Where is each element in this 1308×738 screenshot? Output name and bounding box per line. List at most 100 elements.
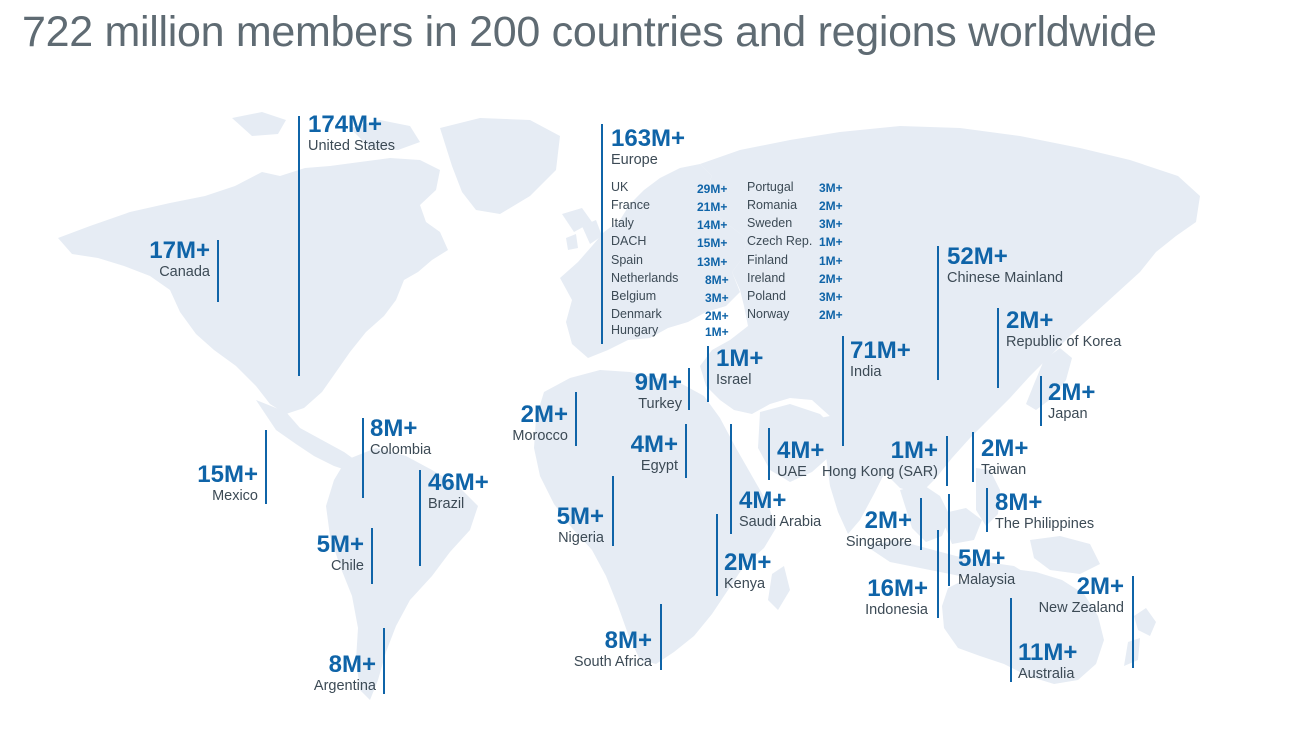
region-new-zealand: 2M+ New Zealand bbox=[1014, 574, 1124, 617]
region-value: 5M+ bbox=[958, 545, 1006, 572]
page-title: 722 million members in 200 countries and… bbox=[22, 8, 1157, 56]
europe-country: Netherlands bbox=[611, 271, 679, 285]
region-value: 17M+ bbox=[149, 237, 210, 264]
line-chile bbox=[371, 528, 373, 584]
region-name: Nigeria bbox=[558, 530, 604, 546]
land-asia bbox=[700, 126, 1200, 534]
line-malaysia bbox=[948, 494, 950, 586]
line-india bbox=[842, 336, 844, 446]
europe-country: Denmark bbox=[611, 307, 662, 321]
region-value: 8M+ bbox=[604, 627, 652, 654]
europe-country: Hungary bbox=[611, 323, 659, 337]
region-australia: 11M+ Australia bbox=[1018, 640, 1077, 683]
line-israel bbox=[707, 346, 709, 402]
region-saudi-arabia: 4M+ Saudi Arabia bbox=[739, 488, 821, 531]
region-name: Mexico bbox=[212, 488, 258, 504]
europe-country: Portugal bbox=[747, 180, 794, 194]
line-saudi-arabia bbox=[730, 424, 732, 534]
europe-value: 21M+ bbox=[697, 200, 728, 214]
line-europe bbox=[601, 124, 603, 344]
europe-country: Spain bbox=[611, 253, 643, 267]
region-value: 9M+ bbox=[634, 369, 682, 396]
region-value: 4M+ bbox=[777, 437, 825, 464]
line-mexico bbox=[265, 430, 267, 504]
region-name: Colombia bbox=[370, 442, 432, 458]
region-name: Chinese Mainland bbox=[947, 270, 1064, 286]
region-name: Canada bbox=[159, 264, 210, 280]
europe-value: 8M+ bbox=[705, 273, 729, 287]
line-new-zealand bbox=[1132, 576, 1134, 668]
region-name: New Zealand bbox=[1038, 600, 1124, 616]
region-mexico: 15M+ Mexico bbox=[160, 462, 258, 505]
europe-value: 29M+ bbox=[697, 182, 728, 196]
region-chinese-mainland: 52M+ Chinese Mainland bbox=[947, 244, 1063, 287]
region-argentina: 8M+ Argentina bbox=[276, 652, 376, 695]
region-name: United States bbox=[308, 138, 396, 154]
region-name: Hong Kong (SAR) bbox=[821, 464, 938, 480]
region-malaysia: 5M+ Malaysia bbox=[958, 546, 1015, 589]
region-value: 5M+ bbox=[316, 531, 364, 558]
region-turkey: 9M+ Turkey bbox=[596, 370, 682, 413]
line-singapore bbox=[920, 498, 922, 550]
europe-country: Czech Rep. bbox=[747, 234, 813, 248]
region-value: 2M+ bbox=[1006, 307, 1054, 334]
region-nigeria: 5M+ Nigeria bbox=[504, 504, 604, 547]
region-korea: 2M+ Republic of Korea bbox=[1006, 308, 1121, 351]
region-name: Europe bbox=[611, 152, 658, 168]
europe-value: 1M+ bbox=[705, 325, 729, 339]
region-value: 8M+ bbox=[328, 651, 376, 678]
region-name: Saudi Arabia bbox=[739, 514, 822, 530]
europe-country: Norway bbox=[747, 307, 790, 321]
line-taiwan bbox=[972, 432, 974, 482]
region-brazil: 46M+ Brazil bbox=[428, 470, 489, 513]
region-name: Japan bbox=[1048, 406, 1088, 422]
line-uae bbox=[768, 428, 770, 480]
region-name: Chile bbox=[330, 558, 364, 574]
europe-country: Ireland bbox=[747, 271, 786, 285]
region-south-africa: 8M+ South Africa bbox=[540, 628, 652, 671]
europe-country: DACH bbox=[611, 234, 647, 248]
europe-value: 3M+ bbox=[705, 291, 729, 305]
europe-country: France bbox=[611, 198, 650, 212]
region-value: 5M+ bbox=[556, 503, 604, 530]
europe-value: 2M+ bbox=[819, 199, 843, 213]
europe-country: Sweden bbox=[747, 216, 793, 230]
europe-country: Romania bbox=[747, 198, 798, 212]
europe-value: 14M+ bbox=[697, 218, 728, 232]
europe-value: 15M+ bbox=[697, 236, 728, 250]
region-value: 2M+ bbox=[1048, 379, 1096, 406]
region-name: South Africa bbox=[573, 654, 652, 670]
land-north-america bbox=[58, 112, 592, 472]
europe-value: 2M+ bbox=[819, 272, 843, 286]
region-value: 11M+ bbox=[1018, 639, 1078, 666]
line-philippines bbox=[986, 488, 988, 532]
region-colombia: 8M+ Colombia bbox=[370, 416, 431, 459]
line-nigeria bbox=[612, 476, 614, 546]
region-value: 2M+ bbox=[981, 435, 1029, 462]
line-turkey bbox=[688, 368, 690, 410]
region-name: India bbox=[850, 364, 882, 380]
region-name: Morocco bbox=[512, 428, 568, 444]
line-australia bbox=[1010, 598, 1012, 682]
region-value: 71M+ bbox=[850, 337, 911, 364]
region-name: Singapore bbox=[845, 534, 912, 550]
region-name: Egypt bbox=[640, 458, 678, 474]
region-name: UAE bbox=[777, 464, 807, 480]
region-japan: 2M+ Japan bbox=[1048, 380, 1095, 423]
region-value: 174M+ bbox=[308, 111, 383, 138]
line-chinese-mainland bbox=[937, 246, 939, 380]
region-kenya: 2M+ Kenya bbox=[724, 550, 771, 593]
region-value: 2M+ bbox=[724, 549, 772, 576]
region-hong-kong: 1M+ Hong Kong (SAR) bbox=[810, 438, 938, 481]
europe-country: Belgium bbox=[611, 289, 657, 303]
europe-value: 1M+ bbox=[819, 235, 843, 249]
region-name: Israel bbox=[716, 372, 752, 388]
region-value: 1M+ bbox=[716, 345, 764, 372]
region-taiwan: 2M+ Taiwan bbox=[981, 436, 1028, 479]
line-morocco bbox=[575, 392, 577, 446]
europe-value: 1M+ bbox=[819, 254, 843, 268]
region-value: 15M+ bbox=[197, 461, 258, 488]
region-value: 163M+ bbox=[611, 125, 686, 152]
